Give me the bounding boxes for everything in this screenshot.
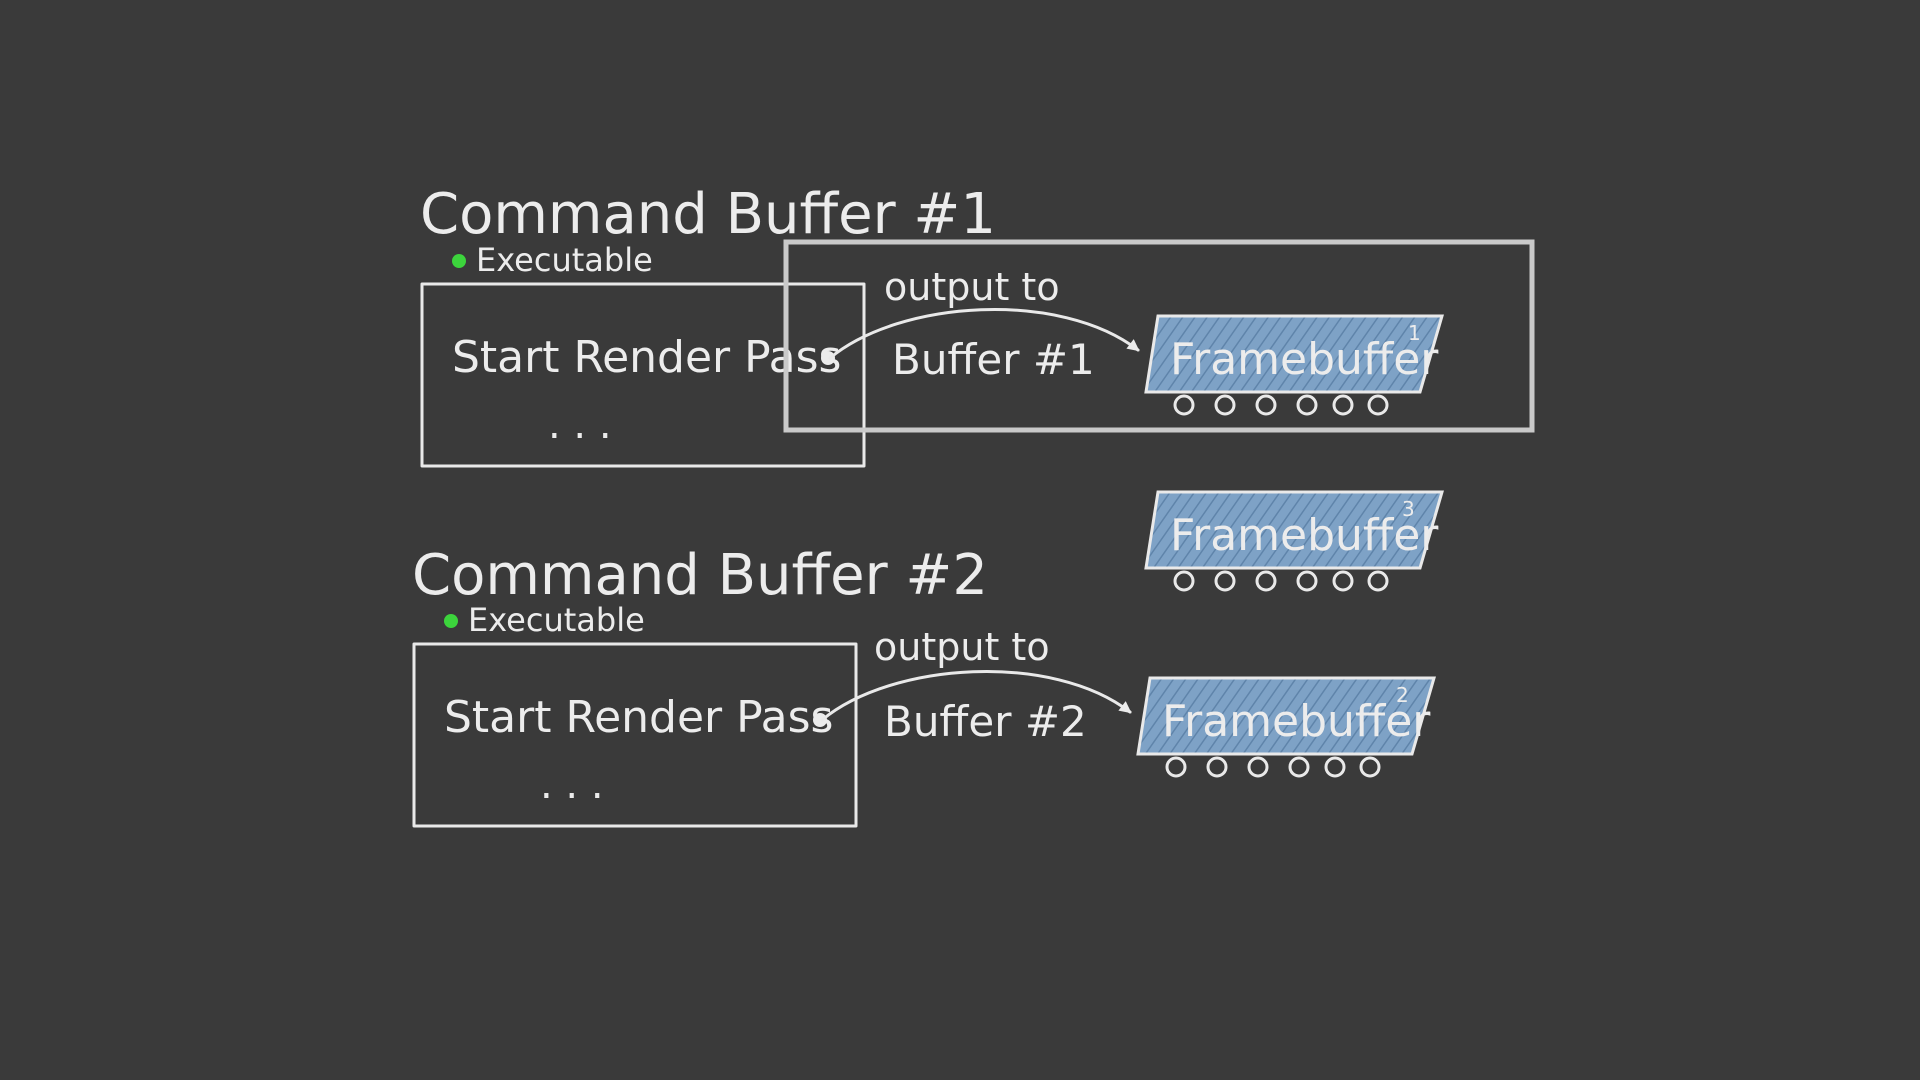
command-buffer-1-output-point	[821, 351, 835, 365]
framebuffer-1-wheels	[1173, 394, 1389, 416]
command-buffer-2-status: Executable	[468, 601, 645, 639]
framebuffer-3-index: 3	[1402, 497, 1415, 521]
framebuffer-1-body	[1144, 314, 1444, 394]
highlight-box	[783, 239, 1535, 433]
command-buffer-2-output-point	[813, 713, 827, 727]
command-buffer-1-box	[420, 282, 866, 468]
command-buffer-1-status: Executable	[476, 241, 653, 279]
executable-status-dot-icon	[452, 254, 466, 268]
framebuffer-1: Framebuffer 1	[1144, 314, 1444, 416]
command-buffer-2: Command Buffer #2 Executable Start Rende…	[412, 543, 1132, 828]
command-buffer-1-output-label: output to	[884, 265, 1060, 309]
framebuffer-3-wheels	[1173, 570, 1389, 592]
framebuffer-3: Framebuffer 3	[1144, 490, 1444, 592]
command-buffer-2-title: Command Buffer #2	[412, 543, 988, 608]
framebuffer-2-label: Framebuffer	[1162, 696, 1431, 747]
framebuffer-1-label: Framebuffer	[1170, 334, 1439, 385]
command-buffer-2-output-label: output to	[874, 625, 1050, 669]
framebuffer-2-wheels	[1165, 756, 1381, 778]
framebuffer-3-label: Framebuffer	[1170, 510, 1439, 561]
command-buffer-1-target-label: Buffer #1	[892, 335, 1095, 384]
framebuffer-2-body	[1136, 676, 1436, 756]
framebuffer-3-body	[1144, 490, 1444, 570]
framebuffer-2-index: 2	[1396, 683, 1409, 707]
command-buffer-2-output-arrow	[820, 670, 1132, 722]
command-buffer-1-ellipsis: . . .	[548, 402, 612, 448]
command-buffer-1-output-arrow	[828, 308, 1140, 360]
command-buffer-2-command: Start Render Pass	[444, 692, 833, 743]
command-buffer-2-box	[412, 642, 858, 828]
framebuffer-1-index: 1	[1408, 321, 1421, 345]
command-buffer-2-ellipsis: . . .	[540, 762, 604, 808]
command-buffer-2-target-label: Buffer #2	[884, 697, 1087, 746]
command-buffer-1: Command Buffer #1 Executable Start Rende…	[420, 182, 1140, 468]
executable-status-dot-icon	[444, 614, 458, 628]
framebuffer-2: Framebuffer 2	[1136, 676, 1436, 778]
command-buffer-1-command: Start Render Pass	[452, 332, 841, 383]
command-buffer-1-title: Command Buffer #1	[420, 182, 996, 247]
